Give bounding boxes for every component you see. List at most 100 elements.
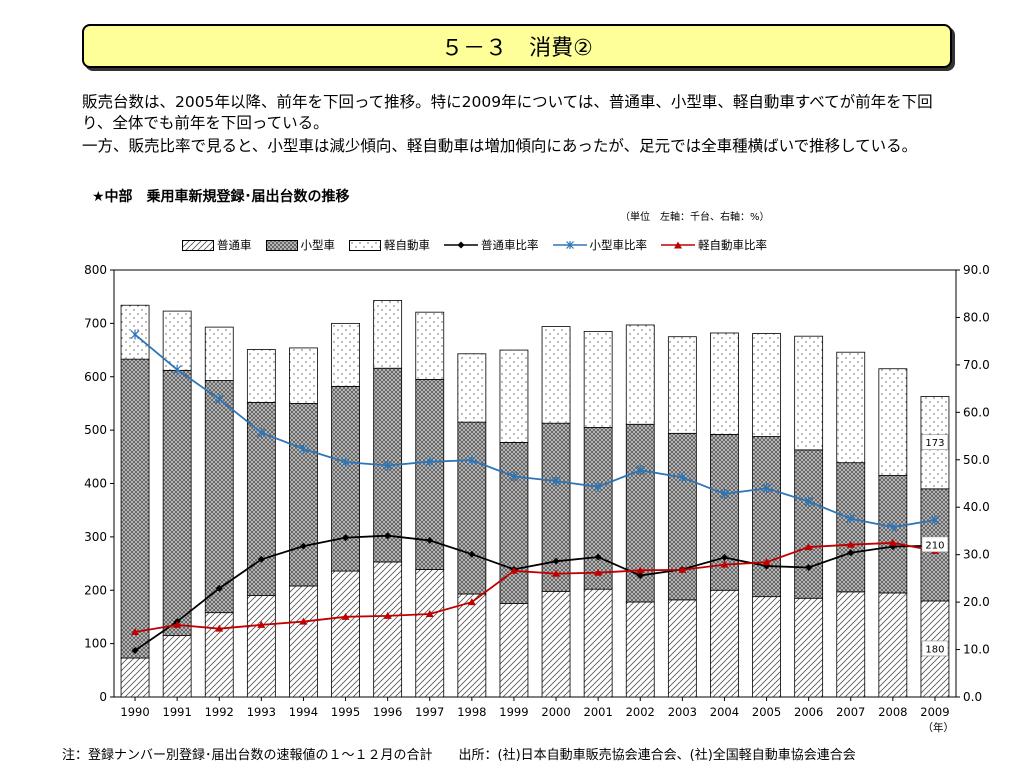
- legend-item-kei-ratio: 軽自動車比率: [661, 237, 767, 253]
- legend-swatch-futsu: [182, 239, 214, 251]
- bar-kei: [204, 326, 234, 381]
- x-axis-tick-label: 1996: [373, 705, 402, 719]
- y-axis-tick-label: 200: [84, 583, 107, 597]
- chart-heading: ★中部 乗用車新規登録･届出台数の推移: [92, 189, 350, 205]
- y-axis-tick-label: 0: [99, 690, 107, 704]
- legend-line-kei-ratio: [661, 241, 695, 249]
- bar-kei: [625, 324, 655, 425]
- marker-kogata-ratio: [551, 476, 561, 487]
- legend-swatch-kei: [349, 239, 381, 251]
- y2-axis-tick-label: 10.0: [963, 643, 990, 657]
- marker-kogata-ratio: [635, 465, 645, 476]
- x-axis-tick-label: 2008: [878, 705, 907, 719]
- slide-title: ５－３ 消費②: [82, 24, 952, 68]
- marker-futsu-ratio: [594, 553, 602, 561]
- marker-kei-ratio: [636, 566, 645, 574]
- bar-futsu: [373, 561, 403, 698]
- x-axis-tick-label: 1998: [457, 705, 486, 719]
- y2-axis-tick-label: 60.0: [963, 405, 990, 419]
- marker-kogata-ratio: [467, 455, 477, 466]
- marker-kogata-ratio: [509, 471, 519, 482]
- bar-kogata: [457, 421, 487, 595]
- marker-kei-ratio: [173, 620, 182, 628]
- bar-futsu: [457, 593, 487, 698]
- marker-futsu-ratio: [299, 542, 307, 550]
- legend-label-kogata-ratio: 小型車比率: [589, 238, 648, 252]
- bar-kogata: [667, 432, 697, 601]
- legend-item-futsu-ratio: 普通車比率: [444, 237, 539, 253]
- bar-futsu: [667, 599, 697, 698]
- marker-kogata-ratio: [425, 456, 435, 467]
- marker-kei-ratio: [594, 568, 603, 576]
- line-futsu-ratio: [134, 534, 935, 652]
- marker-futsu-ratio: [552, 557, 560, 565]
- marker-kogata-ratio: [383, 460, 393, 471]
- marker-kogata-ratio: [214, 394, 224, 405]
- marker-kei-ratio: [509, 566, 518, 574]
- bar-kei: [794, 335, 824, 451]
- legend-label-futsu-ratio: 普通車比率: [481, 238, 539, 252]
- bar-kei: [457, 353, 487, 423]
- bar-futsu: [583, 588, 613, 698]
- marker-kogata-ratio: [804, 496, 814, 507]
- marker-kogata-ratio: [172, 364, 182, 375]
- bar-kei: [878, 368, 908, 476]
- bar-futsu: [120, 657, 150, 698]
- bar-futsu: [625, 601, 655, 698]
- data-label: 210: [925, 540, 944, 551]
- x-axis-tick-label: 2009: [920, 705, 949, 719]
- bar-kei: [541, 326, 571, 424]
- marker-kei-ratio: [257, 620, 266, 628]
- data-label: 180: [925, 644, 944, 655]
- marker-kogata-ratio: [720, 488, 729, 499]
- bar-futsu: [331, 570, 360, 698]
- marker-futsu-ratio: [720, 554, 728, 562]
- bar-kei: [583, 330, 613, 428]
- marker-kei-ratio: [804, 543, 813, 551]
- paragraph-sales-trend: 販売台数は、2005年以降、前年を下回って推移。特に2009年については、普通車…: [82, 93, 933, 132]
- bar-kogata: [204, 380, 234, 614]
- unit-note: （単位 左軸：千台、右軸：%）: [620, 212, 770, 223]
- bar-kogata: [836, 462, 866, 593]
- y2-axis-tick-label: 90.0: [963, 263, 990, 277]
- bar-kei: [246, 349, 276, 403]
- y2-axis-tick-label: 40.0: [963, 500, 990, 514]
- y2-axis-tick-label: 0.0: [963, 690, 982, 704]
- bar-kei: [373, 300, 403, 369]
- paragraph-ratio-trend: 一方、販売比率で見ると、小型車は減少傾向、軽自動車は増加傾向にあったが、足元では…: [82, 137, 918, 155]
- bar-futsu: [878, 592, 908, 698]
- bar-kei: [289, 347, 318, 404]
- y2-axis-tick-label: 30.0: [963, 548, 990, 562]
- y-axis-tick-label: 700: [84, 316, 107, 330]
- y-axis-tick-label: 400: [84, 477, 107, 491]
- x-axis-tick-label: 1992: [205, 705, 234, 719]
- y2-axis-tick-label: 20.0: [963, 595, 990, 609]
- bar-futsu: [541, 590, 571, 698]
- marker-kogata-ratio: [299, 443, 308, 454]
- marker-futsu-ratio: [384, 532, 392, 540]
- y-axis-tick-label: 600: [84, 370, 107, 384]
- x-axis-tick-label: 1997: [415, 705, 444, 719]
- marker-kogata-ratio: [930, 515, 940, 526]
- bar-futsu: [499, 603, 529, 698]
- y2-axis-tick-label: 70.0: [963, 358, 990, 372]
- legend-label-futsu: 普通車: [217, 238, 252, 252]
- marker-kogata-ratio: [762, 483, 771, 494]
- bar-kogata: [499, 442, 529, 604]
- marker-futsu-ratio: [636, 572, 644, 580]
- bar-kogata: [162, 369, 192, 637]
- bar-kei: [752, 333, 781, 437]
- chart-legend: 普通車 小型車 軽自動車 普通車比率 小型車比率 軽自動車比率: [182, 237, 767, 253]
- bar-kogata: [541, 422, 571, 592]
- marker-kogata-ratio: [593, 481, 603, 492]
- y-axis-tick-label: 300: [84, 530, 107, 544]
- legend-swatch-kogata: [265, 239, 298, 251]
- marker-kei-ratio: [467, 598, 476, 606]
- marker-futsu-ratio: [805, 563, 813, 571]
- y2-axis-tick-label: 50.0: [963, 453, 990, 467]
- bar-kei: [415, 311, 445, 380]
- marker-kogata-ratio: [256, 427, 266, 438]
- legend-item-kogata-ratio: 小型車比率: [552, 237, 648, 253]
- legend-line-kogata-ratio: [552, 241, 587, 249]
- bar-kogata: [794, 449, 824, 599]
